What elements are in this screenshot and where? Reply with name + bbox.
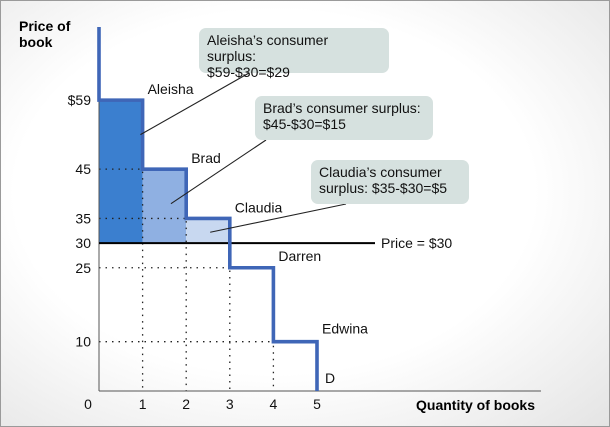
origin-label: 0: [84, 396, 92, 412]
consumer-label-brad: Brad: [191, 150, 221, 166]
demand-curve: [97, 27, 319, 391]
aleisha-note-line-1: Aleisha’s consumer surplus:: [207, 32, 329, 64]
y-axis-title-line-1: Price of: [19, 18, 71, 34]
brad-note-line-1: Brad’s consumer surplus:: [263, 100, 421, 116]
x-tick-5: 5: [313, 396, 321, 412]
aleisha-surplus-note: Aleisha’s consumer surplus: $59-$30=$29: [199, 28, 389, 80]
consumer-label-darren: Darren: [278, 248, 321, 264]
x-tick-4: 4: [270, 396, 278, 412]
brad-leader-line: [170, 139, 267, 205]
y-axis-title-line-2: book: [19, 34, 53, 50]
consumer-label-claudia: Claudia: [235, 199, 283, 215]
claudia-surplus-note: Claudia’s consumer surplus: $35-$30=$5: [311, 160, 469, 204]
brad-surplus-note: Brad’s consumer surplus: $45-$30=$15: [255, 96, 433, 140]
demand-label: D: [325, 370, 335, 386]
x-tick-1: 1: [139, 396, 147, 412]
y-tick--59: $59: [68, 92, 92, 108]
price-label: Price = $30: [381, 235, 452, 251]
x-axis-title: Quantity of books: [416, 397, 535, 413]
aleisha-note-line-2: $59-$30=$29: [207, 64, 290, 80]
y-tick-45: 45: [75, 161, 91, 177]
brad-surplus-area: [142, 169, 187, 244]
y-tick-10: 10: [75, 334, 91, 350]
aleisha-surplus-area: [99, 100, 143, 244]
aleisha-leader-line: [140, 72, 250, 136]
y-tick-30: 30: [75, 235, 91, 251]
consumer-label-edwina: Edwina: [322, 321, 368, 337]
y-tick-35: 35: [75, 210, 91, 226]
x-tick-3: 3: [226, 396, 234, 412]
claudia-leader-line: [210, 203, 347, 233]
consumer-label-aleisha: Aleisha: [148, 81, 194, 97]
claudia-note-line-1: Claudia’s consumer: [319, 164, 442, 180]
x-tick-2: 2: [182, 396, 190, 412]
claudia-note-line-2: surplus: $35-$30=$5: [319, 180, 448, 196]
brad-note-line-2: $45-$30=$15: [263, 116, 346, 132]
y-tick-25: 25: [75, 260, 91, 276]
claudia-surplus-area: [186, 218, 230, 244]
